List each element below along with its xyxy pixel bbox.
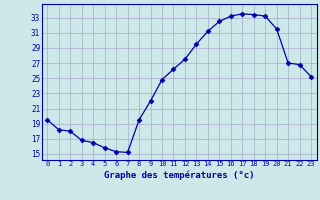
X-axis label: Graphe des températures (°c): Graphe des températures (°c) <box>104 170 254 180</box>
